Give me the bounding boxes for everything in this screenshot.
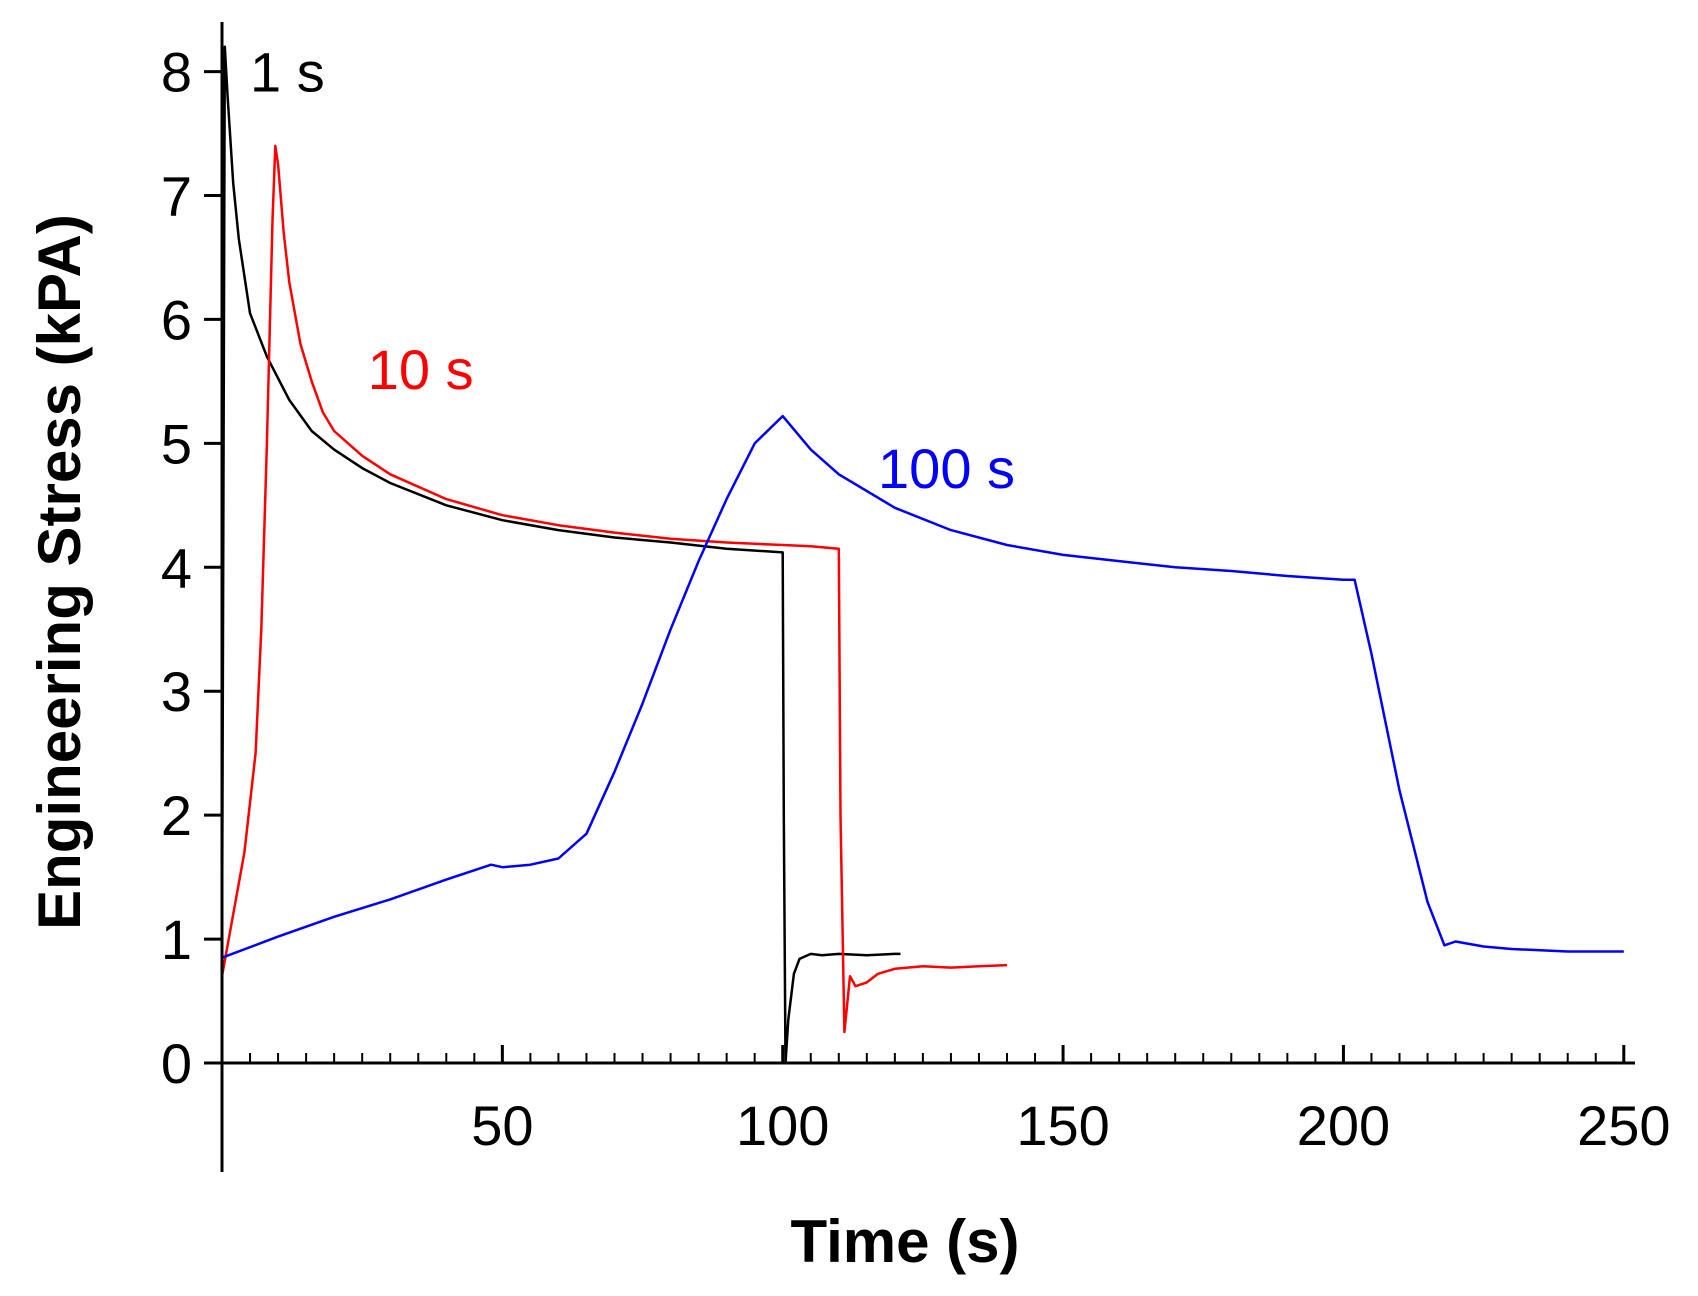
y-tick-label: 5 [161, 412, 192, 475]
y-tick-label: 7 [161, 165, 192, 228]
tick-layer: 0 1 2 3 4 5 6 7 8 50 100 150 200 250 [161, 41, 1671, 1157]
y-axis-title: Engineering Stress (kPA) [26, 214, 93, 930]
x-tick-label: 100 [736, 1094, 829, 1157]
y-tick-label: 3 [161, 660, 192, 723]
series-line-10-s [220, 144, 1008, 1034]
series-label-10-s: 10 s [368, 338, 474, 401]
label-layer: 1 s 10 s 100 s [250, 41, 1015, 501]
x-tick-label: 250 [1577, 1094, 1670, 1157]
y-tick-label: 4 [161, 536, 192, 599]
x-tick-label: 50 [471, 1094, 533, 1157]
y-tick-label: 6 [161, 288, 192, 351]
x-axis-title: Time (s) [791, 1208, 1020, 1275]
series-line-1-s [220, 45, 901, 1065]
y-tick-label: 0 [161, 1032, 192, 1095]
axis-layer [220, 22, 1635, 1172]
y-tick-label: 2 [161, 784, 192, 847]
y-tick-label: 1 [161, 908, 192, 971]
series-label-1-s: 1 s [250, 41, 325, 104]
series-line-100-s [221, 414, 1624, 959]
x-tick-label: 150 [1016, 1094, 1109, 1157]
y-tick-label: 8 [161, 41, 192, 104]
series-label-100-s: 100 s [878, 437, 1015, 500]
x-tick-label: 200 [1297, 1094, 1390, 1157]
series-layer [220, 45, 1624, 1065]
